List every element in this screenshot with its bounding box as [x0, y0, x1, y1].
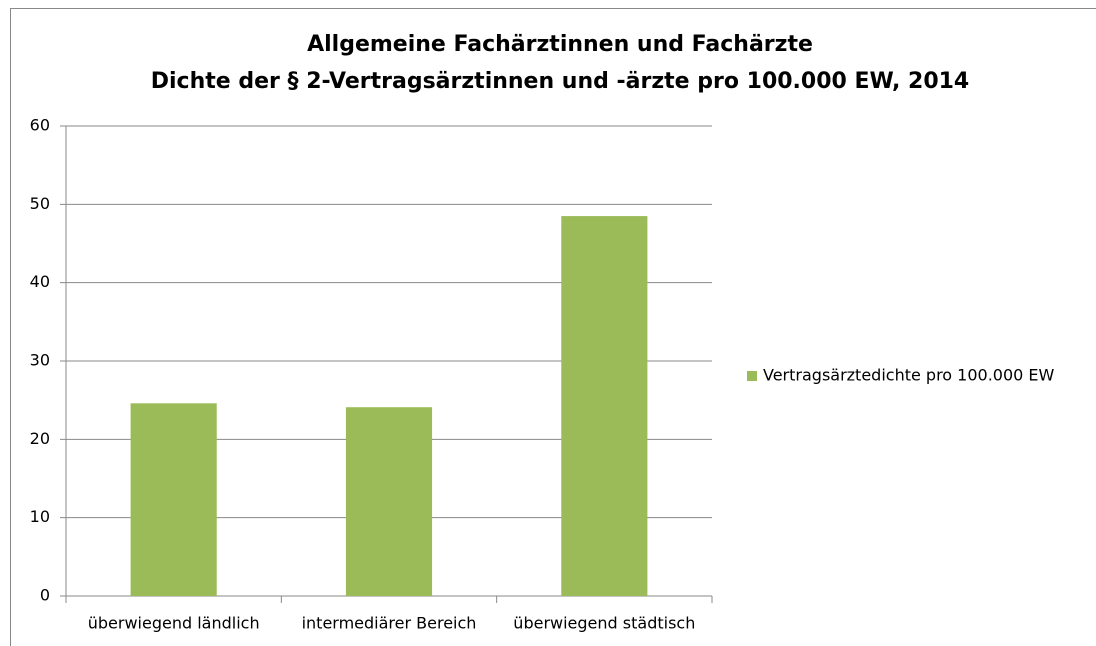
- y-tick-label: 10: [30, 507, 50, 526]
- y-tick-label: 50: [30, 194, 50, 213]
- y-tick-label: 30: [30, 351, 50, 370]
- chart-subtitle: Dichte der § 2-Vertragsärztinnen und -är…: [151, 69, 970, 94]
- chart-title: Allgemeine Fachärztinnen und Fachärzte: [307, 32, 813, 57]
- x-tick-label: überwiegend ländlich: [88, 614, 260, 633]
- x-tick-label: überwiegend städtisch: [513, 614, 695, 633]
- legend-swatch: [747, 371, 757, 381]
- legend-label: Vertragsärztedichte pro 100.000 EW: [763, 366, 1055, 385]
- bar: [561, 216, 648, 597]
- x-tick-label: intermediärer Bereich: [302, 614, 477, 633]
- bar: [130, 403, 217, 596]
- y-tick-label: 40: [30, 272, 50, 291]
- y-tick-label: 60: [30, 116, 50, 135]
- bar: [345, 407, 433, 596]
- y-tick-label: 20: [30, 429, 50, 448]
- y-tick-label: 0: [40, 586, 50, 605]
